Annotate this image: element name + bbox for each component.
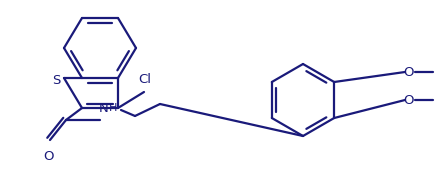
Text: O: O	[43, 150, 53, 163]
Text: N: N	[99, 103, 109, 116]
Text: S: S	[52, 74, 60, 86]
Text: H: H	[109, 103, 117, 113]
Text: O: O	[404, 93, 414, 107]
Text: Cl: Cl	[138, 73, 151, 86]
Text: O: O	[404, 65, 414, 79]
